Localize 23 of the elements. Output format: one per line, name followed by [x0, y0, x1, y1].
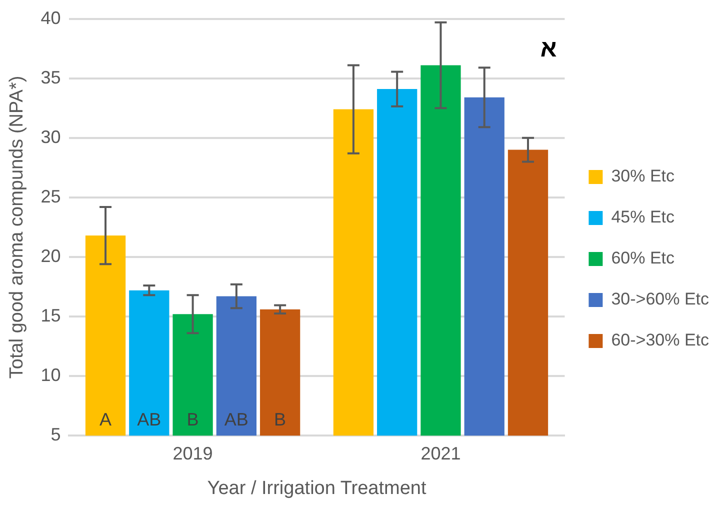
data-label: AB: [137, 410, 162, 430]
data-label: AB: [224, 410, 248, 430]
y-tick-label: 25: [40, 186, 61, 206]
legend-label: 60% Etc: [611, 248, 675, 268]
y-tick-label: 40: [40, 8, 61, 28]
x-axis-title: Year / Irrigation Treatment: [207, 478, 427, 499]
x-tick-label: 2019: [172, 443, 213, 464]
legend-label: 60->30% Etc: [611, 330, 710, 350]
data-label: B: [274, 410, 286, 430]
y-tick-label: 15: [40, 305, 61, 326]
y-tick-label: 20: [40, 246, 61, 266]
y-tick-label: 30: [40, 126, 61, 147]
y-tick-label: 10: [40, 365, 61, 386]
y-tick-label: 5: [50, 424, 61, 445]
legend-label: 45% Etc: [611, 208, 675, 227]
annotation: א: [540, 35, 557, 62]
legend-label: 30->60% Etc: [611, 290, 710, 309]
y-tick-label: 35: [40, 67, 61, 88]
data-label: B: [186, 410, 199, 430]
y-axis-title: Total good aroma compunds (NPA*): [6, 76, 28, 379]
x-tick-label: 2021: [420, 443, 461, 464]
data-label: A: [100, 410, 112, 430]
legend-label: 30% Etc: [611, 166, 675, 186]
